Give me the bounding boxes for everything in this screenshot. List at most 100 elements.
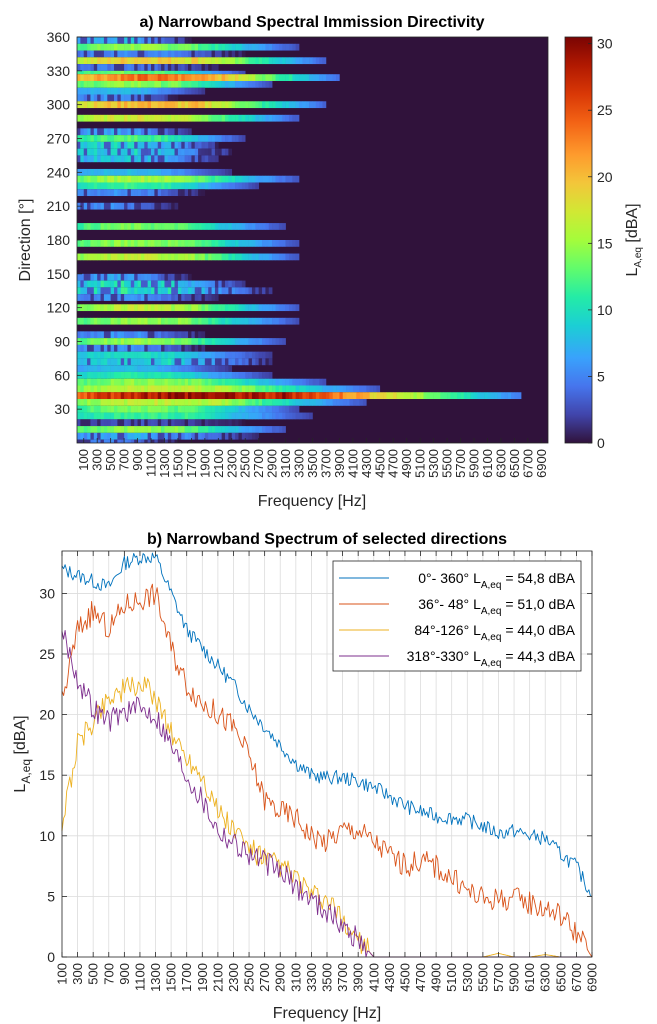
heatmap-cell — [161, 399, 165, 406]
heatmap-cell — [342, 399, 347, 406]
heatmap-cell — [124, 43, 128, 51]
heatmap-cell — [167, 294, 172, 301]
heatmap-cell — [77, 87, 81, 95]
heatmap-cell — [127, 392, 132, 400]
heatmap-cell — [83, 371, 88, 379]
heatmap-cell — [181, 371, 185, 379]
heatmap-cell — [130, 351, 135, 359]
heatmap-cell — [194, 155, 199, 163]
heatmap-cell — [188, 273, 192, 281]
heatmap-cell — [218, 168, 222, 176]
heatmap-cell — [87, 439, 91, 443]
heatmap-cell — [137, 280, 142, 288]
heatmap-cell — [235, 114, 239, 122]
heatmap-cell — [322, 101, 327, 109]
heatmap-cell — [87, 392, 91, 400]
heatmap-x-tick-label: 500 — [103, 449, 118, 471]
heatmap-cell — [285, 74, 290, 81]
heatmap-cell — [299, 57, 303, 65]
heatmap-cell — [241, 419, 246, 427]
heatmap-cell — [295, 101, 300, 109]
heatmap-cell — [161, 412, 165, 420]
heatmap-cell — [184, 175, 189, 183]
heatmap-cell — [83, 189, 88, 197]
heatmap-cell — [147, 80, 152, 88]
heatmap-cell — [157, 338, 162, 345]
line-x-tick-label: 4300 — [382, 963, 397, 992]
heatmap-cell — [208, 432, 212, 440]
heatmap-cell — [147, 405, 152, 413]
heatmap-cell — [90, 426, 95, 433]
heatmap-cell — [171, 412, 175, 420]
heatmap-cell — [258, 358, 263, 366]
heatmap-cell — [83, 412, 88, 420]
heatmap-cell — [114, 114, 118, 122]
heatmap-cell — [174, 378, 179, 386]
heatmap-cell — [201, 432, 206, 440]
series-line-1 — [61, 552, 593, 897]
heatmap-cell — [258, 351, 263, 359]
heatmap-cell — [231, 378, 236, 386]
heatmap-cell — [124, 189, 128, 197]
heatmap-cell — [221, 378, 226, 386]
heatmap-cell — [114, 155, 118, 163]
heatmap-cell — [268, 57, 273, 65]
heatmap-cell — [107, 240, 111, 247]
heatmap-cell — [292, 385, 296, 393]
heatmap-cell — [251, 358, 256, 366]
heatmap-cell — [137, 351, 142, 359]
heatmap-cell — [208, 50, 212, 58]
heatmap-cell — [241, 101, 246, 109]
heatmap-cell — [107, 114, 111, 122]
heatmap-cell — [174, 399, 179, 406]
heatmap-cell — [204, 64, 209, 71]
heatmap-cell — [208, 135, 212, 142]
heatmap-cell — [238, 432, 243, 440]
heatmap-cell — [248, 378, 253, 386]
heatmap-cell — [433, 392, 438, 400]
heatmap-cell — [87, 101, 91, 109]
heatmap-cell — [97, 412, 101, 420]
heatmap-cell — [490, 392, 495, 400]
heatmap-cell — [80, 148, 85, 156]
heatmap-cell — [251, 182, 256, 190]
heatmap-cell — [80, 253, 85, 261]
heatmap-cell — [235, 399, 239, 406]
heatmap-cell — [309, 57, 313, 65]
heatmap-cell — [194, 182, 199, 190]
heatmap-cell — [184, 148, 189, 156]
legend-leq-value: = 44,3 dBA — [501, 648, 575, 664]
heatmap-cell — [154, 50, 159, 58]
heatmap-cell — [161, 114, 165, 122]
line-x-tick-label: 6700 — [569, 963, 584, 992]
heatmap-cell — [147, 439, 152, 443]
heatmap-cell — [383, 392, 387, 400]
heatmap-cell — [181, 70, 185, 75]
heatmap-cell — [127, 338, 132, 345]
heatmap-cell — [164, 57, 169, 65]
heatmap-cell — [235, 426, 239, 433]
heatmap-cell — [177, 87, 182, 95]
heatmap-cell — [100, 280, 105, 288]
heatmap-cell — [181, 273, 185, 281]
heatmap-cell — [164, 317, 169, 325]
heatmap-cell — [211, 287, 216, 295]
heatmap-cell — [258, 399, 263, 406]
heatmap-cell — [164, 426, 169, 433]
heatmap-cell — [140, 405, 145, 413]
heatmap-cell — [201, 365, 206, 372]
heatmap-cell — [167, 331, 172, 339]
heatmap-cell — [188, 223, 192, 230]
heatmap-cell — [144, 50, 148, 58]
heatmap-cell — [110, 344, 115, 352]
heatmap-cell — [77, 128, 81, 136]
heatmap-cell — [258, 385, 263, 393]
heatmap-cell — [282, 317, 286, 325]
heatmap-cell — [211, 43, 216, 51]
heatmap-cell — [211, 70, 216, 75]
heatmap-cell — [107, 432, 111, 440]
heatmap-cell — [144, 128, 148, 136]
heatmap-cell — [211, 135, 216, 142]
heatmap-cell — [248, 392, 253, 400]
